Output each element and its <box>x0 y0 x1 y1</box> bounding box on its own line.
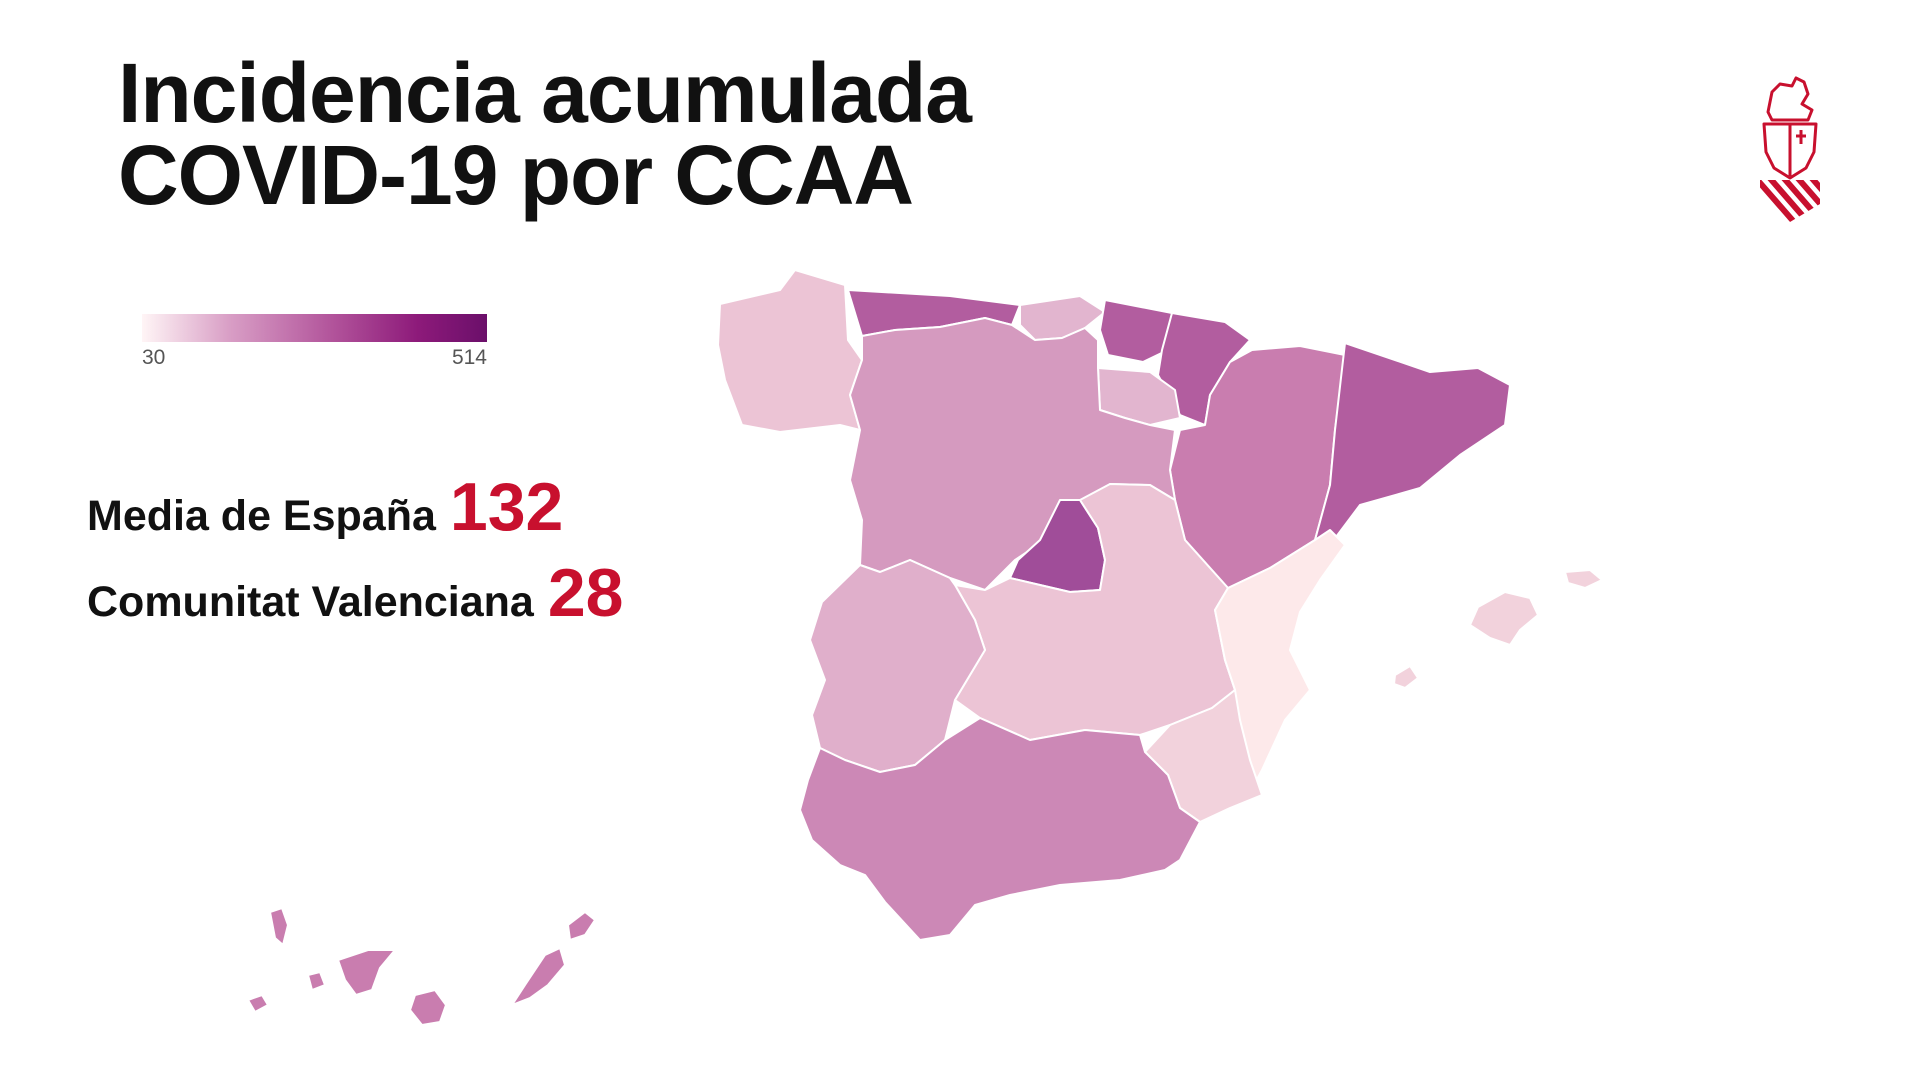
title-line-1: Incidencia acumulada <box>118 46 972 140</box>
region-canarias-lapalma <box>269 907 289 946</box>
region-andalucia <box>799 717 1201 941</box>
legend-max-value: 514 <box>451 346 487 369</box>
color-scale-legend: 30 514 <box>142 314 487 374</box>
logo-dragon-crest <box>1766 76 1814 122</box>
stat-valencia: Comunitat Valenciana 28 <box>87 554 623 632</box>
stat-spain-average: Media de España 132 <box>87 468 563 546</box>
stat-spain-value: 132 <box>449 469 564 545</box>
logo-shield <box>1762 122 1818 180</box>
region-canarias-fuerteventura <box>511 947 566 1006</box>
region-canarias-elhierro <box>247 994 269 1013</box>
region-canarias-grancanaria <box>409 989 447 1026</box>
page-title: Incidencia acumulada COVID-19 por CCAA <box>118 46 972 222</box>
title-line-2: COVID-19 por CCAA <box>118 128 914 222</box>
region-baleares-menorca <box>1564 569 1603 589</box>
region-baleares-mallorca <box>1469 591 1539 646</box>
region-murcia <box>1144 689 1263 823</box>
generalitat-valenciana-logo <box>1760 76 1820 222</box>
region-canarias-lanzarote <box>567 911 596 941</box>
region-galicia <box>717 269 863 433</box>
region-cataluna <box>1314 342 1511 546</box>
region-canarias-tenerife <box>337 949 396 996</box>
region-canarias-lagomera <box>307 971 326 991</box>
logo-shield-divider <box>1788 124 1806 176</box>
legend-gradient-bar <box>142 314 487 342</box>
logo-stripes <box>1760 180 1820 222</box>
stat-spain-label: Media de España <box>87 492 436 540</box>
region-comunitat-valenciana <box>1214 529 1346 793</box>
stat-valencia-label: Comunitat Valenciana <box>87 578 534 626</box>
legend-min-value: 30 <box>142 346 166 369</box>
region-baleares-ibiza <box>1393 665 1419 689</box>
stat-valencia-value: 28 <box>547 555 624 631</box>
